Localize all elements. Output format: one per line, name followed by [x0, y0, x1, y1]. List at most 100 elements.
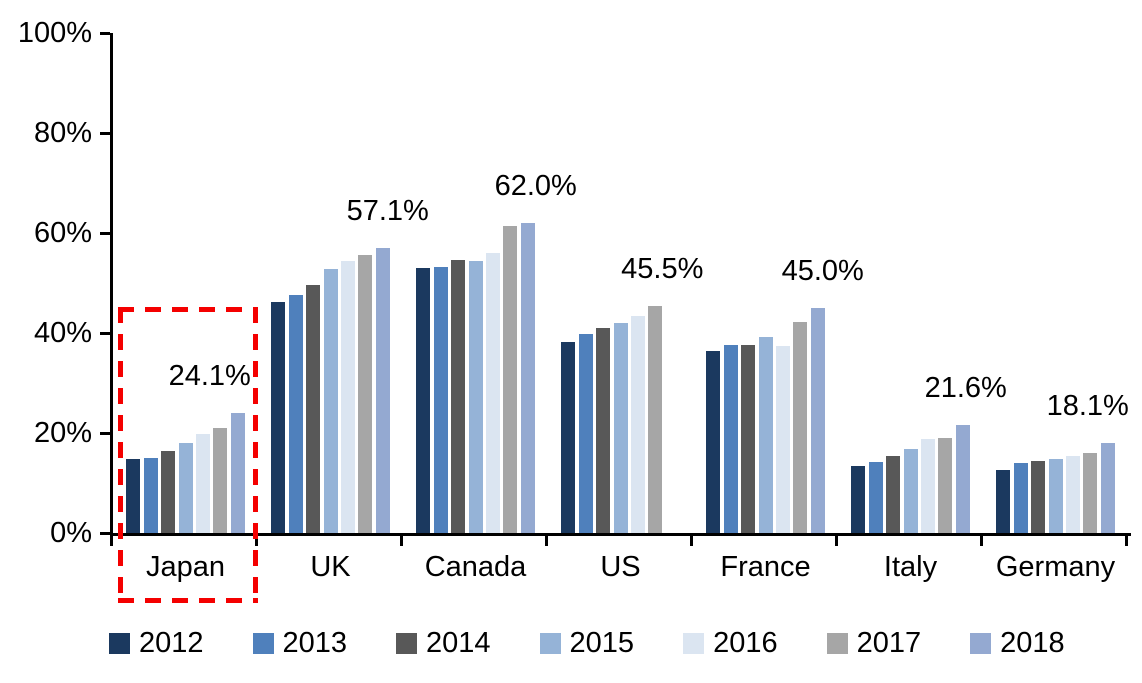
legend-item-2012: 2012 — [109, 626, 204, 660]
legend-label-2014: 2014 — [426, 627, 491, 659]
x-axis-tick — [400, 533, 403, 546]
bar-canada-2018 — [520, 223, 535, 533]
y-axis-tick-label: 100% — [17, 17, 92, 49]
y-axis-tick-label: 0% — [50, 517, 92, 549]
bar-japan-2014 — [161, 450, 176, 533]
bar-france-2015 — [758, 337, 773, 533]
bar-uk-2014 — [306, 284, 321, 533]
bar-us-2013 — [578, 333, 593, 533]
data-label-germany: 18.1% — [1046, 389, 1129, 422]
bar-france-2013 — [723, 345, 738, 533]
legend-swatch-icon-2016 — [683, 632, 705, 654]
legend-item-2015: 2015 — [539, 626, 635, 660]
data-label-uk: 57.1% — [346, 194, 429, 227]
bar-italy-2017 — [938, 437, 953, 533]
bar-canada-2017 — [503, 226, 518, 533]
y-axis-tick — [100, 532, 110, 535]
x-axis-tick — [980, 533, 983, 546]
bar-japan-2016 — [195, 434, 210, 533]
bar-uk-2016 — [340, 260, 355, 533]
bar-japan-2012 — [126, 459, 141, 533]
legend-label-2015: 2015 — [569, 627, 635, 659]
bar-italy-2016 — [920, 438, 935, 533]
y-axis-tick — [100, 332, 110, 335]
bar-germany-2013 — [1013, 463, 1028, 533]
y-axis-tick — [100, 432, 110, 435]
legend-item-2017: 2017 — [826, 626, 922, 660]
bar-italy-2018 — [955, 425, 970, 533]
bar-canada-2015 — [468, 261, 483, 533]
highlight-edge-top — [118, 307, 258, 312]
y-axis-tick — [100, 32, 110, 35]
legend-swatch-icon-2015 — [539, 632, 561, 654]
bar-france-2012 — [706, 350, 721, 533]
legend-item-2014: 2014 — [396, 626, 491, 660]
data-label-japan: 24.1% — [168, 359, 251, 392]
legend-label-2012: 2012 — [139, 627, 204, 659]
bar-japan-2015 — [178, 443, 193, 533]
y-axis-line — [110, 33, 113, 536]
bar-japan-2017 — [213, 428, 228, 533]
legend-item-2018: 2018 — [970, 626, 1065, 660]
bar-canada-2012 — [416, 268, 431, 533]
bar-canada-2014 — [451, 260, 466, 533]
bar-uk-2012 — [271, 302, 286, 533]
bar-us-2015 — [613, 323, 628, 533]
highlight-edge-bottom — [118, 598, 258, 603]
bar-uk-2015 — [323, 268, 338, 533]
bar-us-2014 — [596, 328, 611, 533]
data-label-us: 45.5% — [621, 252, 704, 285]
bar-germany-2012 — [996, 470, 1011, 533]
legend-swatch-icon-2014 — [396, 632, 418, 654]
x-axis-tick — [1125, 533, 1128, 546]
x-axis-tick — [110, 533, 113, 546]
x-axis-label-france: France — [720, 551, 811, 583]
bar-us-2016 — [630, 316, 645, 533]
x-axis-tick — [545, 533, 548, 546]
legend-swatch-icon-2017 — [826, 632, 848, 654]
bar-france-2017 — [793, 321, 808, 533]
x-axis-label-canada: Canada — [424, 551, 527, 583]
bar-italy-2015 — [903, 449, 918, 533]
bar-germany-2017 — [1083, 453, 1098, 533]
bar-us-2017 — [648, 305, 663, 533]
bar-germany-2014 — [1031, 461, 1046, 533]
bar-germany-2018 — [1100, 442, 1115, 533]
bar-italy-2013 — [868, 462, 883, 533]
legend-swatch-icon-2013 — [252, 632, 274, 654]
bar-canada-2016 — [485, 253, 500, 533]
bar-italy-2014 — [886, 456, 901, 533]
y-axis-tick-label: 20% — [33, 417, 92, 449]
legend: 2012 2013 2014 2015 2016 2017 2018 — [109, 626, 1065, 660]
data-label-france: 45.0% — [781, 255, 864, 287]
x-axis-line — [110, 533, 1131, 536]
legend-label-2017: 2017 — [856, 627, 922, 659]
legend-item-2013: 2013 — [252, 626, 348, 660]
y-axis-tick-label: 40% — [33, 317, 92, 349]
y-axis-tick-label: 60% — [33, 217, 92, 249]
y-axis-tick — [100, 232, 110, 235]
x-axis-tick — [255, 533, 258, 546]
bar-uk-2018 — [375, 247, 390, 533]
x-axis-label-uk: UK — [310, 551, 351, 583]
x-axis-label-japan: Japan — [145, 551, 225, 583]
x-axis-tick — [690, 533, 693, 546]
bar-italy-2012 — [851, 466, 866, 533]
legend-label-2013: 2013 — [282, 627, 348, 659]
bar-france-2014 — [741, 345, 756, 533]
bar-canada-2013 — [433, 267, 448, 533]
x-axis-label-italy: Italy — [883, 551, 938, 583]
bar-uk-2017 — [358, 255, 373, 533]
y-axis-tick — [100, 132, 110, 135]
legend-label-2016: 2016 — [713, 627, 778, 659]
bar-uk-2013 — [288, 295, 303, 533]
data-label-italy: 21.6% — [924, 372, 1007, 404]
legend-item-2016: 2016 — [683, 626, 778, 660]
x-axis-label-germany: Germany — [995, 551, 1116, 583]
legend-label-2018: 2018 — [1000, 627, 1065, 659]
bar-germany-2015 — [1048, 459, 1063, 533]
x-axis-label-us: US — [600, 551, 641, 583]
data-label-canada: 62.0% — [494, 170, 577, 202]
bar-us-2012 — [561, 342, 576, 533]
